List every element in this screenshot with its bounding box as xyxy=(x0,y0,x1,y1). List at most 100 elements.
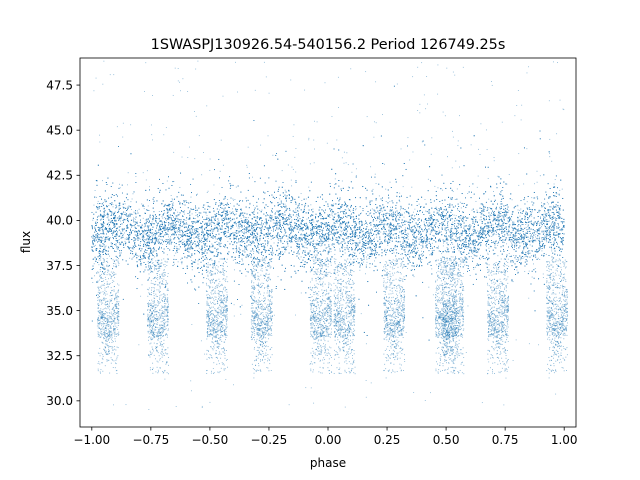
data-point xyxy=(469,227,471,229)
data-point xyxy=(206,235,208,236)
data-point xyxy=(290,224,292,226)
data-point xyxy=(384,248,386,250)
data-point xyxy=(479,154,481,155)
data-point xyxy=(107,236,109,238)
data-point xyxy=(144,242,145,244)
data-point xyxy=(388,230,390,232)
data-point xyxy=(534,268,536,269)
data-point xyxy=(395,225,397,227)
data-point xyxy=(315,243,317,245)
data-point xyxy=(96,223,98,225)
data-point xyxy=(148,210,150,212)
data-point xyxy=(285,248,287,250)
data-point xyxy=(335,213,337,215)
data-point xyxy=(387,244,389,246)
data-point xyxy=(514,233,516,235)
data-point xyxy=(152,258,154,260)
data-point xyxy=(328,215,330,217)
data-point xyxy=(421,259,423,260)
data-point xyxy=(402,241,404,243)
data-point xyxy=(152,232,154,233)
data-point xyxy=(313,231,315,233)
data-point xyxy=(370,235,372,237)
data-point xyxy=(298,213,299,215)
data-point xyxy=(96,233,98,235)
data-point xyxy=(363,257,365,259)
data-point xyxy=(501,218,503,220)
data-point xyxy=(128,240,130,242)
data-point xyxy=(191,269,193,271)
data-point xyxy=(189,248,191,250)
data-point xyxy=(183,213,185,215)
data-point xyxy=(120,231,122,233)
data-point xyxy=(205,230,207,232)
data-point xyxy=(541,202,543,204)
data-point xyxy=(464,225,466,227)
data-point xyxy=(115,225,116,227)
data-point xyxy=(139,262,141,264)
data-point xyxy=(251,229,253,231)
data-point xyxy=(344,266,346,268)
data-point xyxy=(118,216,120,218)
data-point xyxy=(227,226,229,228)
data-point xyxy=(363,261,365,263)
data-point xyxy=(550,215,552,217)
data-point xyxy=(375,225,377,227)
data-point xyxy=(488,226,490,228)
data-point xyxy=(155,221,157,223)
data-point xyxy=(516,235,518,237)
data-point xyxy=(473,268,475,270)
data-point xyxy=(499,215,500,217)
data-point xyxy=(562,229,564,231)
data-point xyxy=(235,213,237,215)
data-point xyxy=(159,277,161,279)
data-point xyxy=(473,251,474,253)
data-point xyxy=(297,225,299,227)
data-point xyxy=(213,218,215,220)
data-point xyxy=(395,220,397,222)
data-point xyxy=(399,201,401,203)
data-point xyxy=(546,241,548,243)
data-point xyxy=(533,224,535,226)
data-point xyxy=(339,225,341,227)
data-point xyxy=(261,230,263,232)
data-point xyxy=(141,203,143,205)
data-point xyxy=(197,193,198,195)
data-point xyxy=(264,257,266,259)
data-point xyxy=(180,237,181,238)
data-point xyxy=(94,190,96,191)
data-point xyxy=(466,261,468,263)
data-point xyxy=(409,214,411,216)
data-point xyxy=(176,231,178,233)
data-point xyxy=(358,223,360,225)
data-point xyxy=(535,231,537,233)
data-point xyxy=(522,258,524,259)
data-point xyxy=(453,206,455,208)
data-point xyxy=(230,203,231,204)
data-point xyxy=(302,229,304,231)
data-point xyxy=(412,214,414,216)
data-point xyxy=(185,219,187,221)
data-point xyxy=(287,238,289,240)
data-point xyxy=(536,181,538,183)
data-point xyxy=(393,224,394,225)
data-point xyxy=(304,241,306,243)
data-point xyxy=(239,227,240,229)
data-point xyxy=(540,210,541,212)
data-point xyxy=(158,228,160,230)
data-point xyxy=(253,236,255,238)
data-point xyxy=(453,214,455,216)
data-point xyxy=(480,254,481,256)
data-point xyxy=(154,238,156,240)
data-point xyxy=(457,272,459,274)
data-point xyxy=(345,225,347,226)
data-point xyxy=(544,203,546,205)
data-point xyxy=(380,208,382,210)
data-point xyxy=(310,204,312,206)
data-point xyxy=(140,263,142,265)
data-point xyxy=(418,219,420,221)
data-point xyxy=(334,253,336,255)
data-point xyxy=(143,233,145,235)
data-point xyxy=(241,231,243,233)
data-point xyxy=(423,221,425,223)
